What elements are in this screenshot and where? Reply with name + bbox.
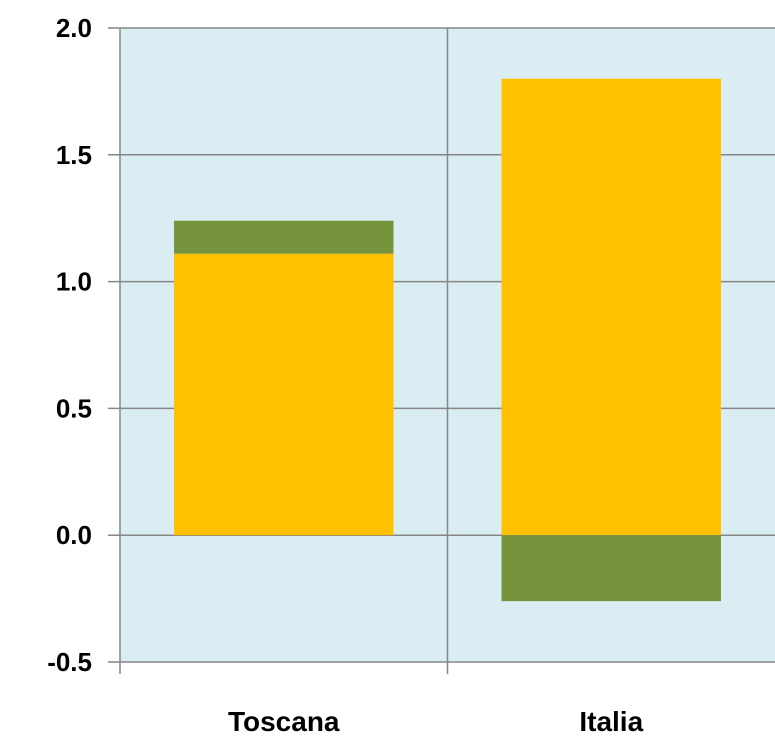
y-tick-label: 1.5: [56, 140, 92, 170]
bar-italia-series-2: [501, 535, 721, 602]
y-tick-label: 2.0: [56, 13, 92, 43]
y-tick-label: -0.5: [47, 647, 92, 677]
y-tick-label: 0.0: [56, 520, 92, 550]
bar-toscana-series-1: [174, 253, 394, 536]
x-category-label: Italia: [579, 706, 643, 736]
y-tick-label: 1.0: [56, 267, 92, 297]
bars: [174, 78, 721, 602]
bar-italia-series-1: [501, 78, 721, 536]
y-tick-label: 0.5: [56, 393, 92, 423]
x-category-label: Toscana: [228, 706, 340, 736]
bar-toscana-series-2: [174, 220, 394, 254]
labels: 2.0 1.5 1.0 0.5 0.0 -0.5 Toscana Italia: [47, 13, 643, 736]
